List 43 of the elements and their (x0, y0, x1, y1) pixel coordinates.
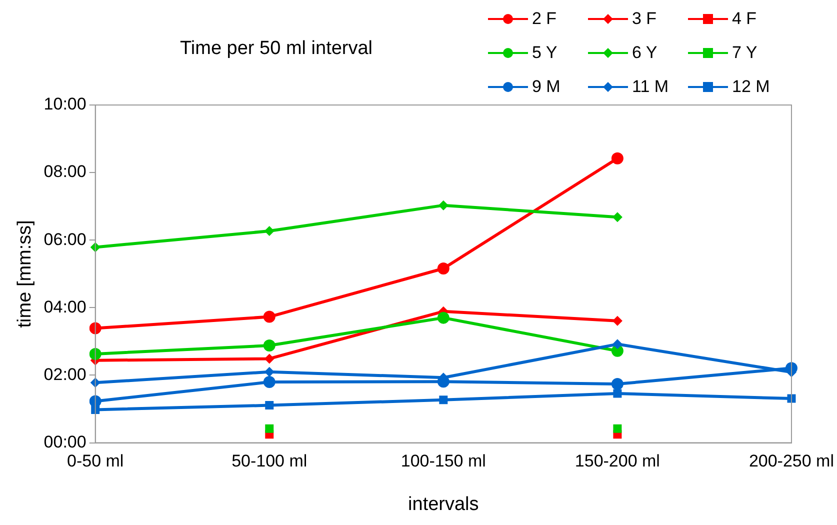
chart-title: Time per 50 ml interval (180, 38, 373, 60)
legend-label: 6 Y (632, 43, 658, 63)
legend-label: 3 F (632, 9, 657, 29)
y-tick-label: 06:00 (44, 230, 86, 249)
point (612, 339, 622, 350)
point (612, 316, 622, 326)
y-axis-title: time [mm:ss] (14, 220, 36, 328)
point (263, 376, 276, 388)
point (264, 226, 274, 236)
x-tick-label: 150-200 ml (574, 452, 660, 471)
point (265, 424, 274, 433)
x-axis-title: intervals (408, 494, 479, 515)
point (613, 424, 622, 433)
legend-label: 9 M (532, 77, 560, 97)
point (265, 401, 274, 410)
point (263, 310, 276, 323)
point (611, 378, 624, 390)
point (611, 152, 624, 164)
x-tick-label: 200-250 ml (748, 452, 834, 471)
legend-label: 4 F (732, 9, 757, 29)
point (264, 366, 274, 377)
y-tick-label: 08:00 (44, 162, 86, 182)
point (438, 200, 448, 210)
legend-label: 12 M (732, 77, 770, 97)
x-tick-label: 50-100 ml (232, 452, 308, 471)
y-tick-label: 10:00 (44, 94, 86, 114)
legend-label: 2 F (532, 9, 557, 29)
legend-label: 5 Y (532, 43, 558, 63)
y-tick-label: 02:00 (44, 364, 86, 384)
point (89, 348, 102, 360)
y-tick-label: 00:00 (44, 432, 86, 452)
point (439, 396, 448, 404)
x-tick-label: 100-150 ml (400, 452, 486, 471)
point (613, 389, 622, 398)
legend-label: 7 Y (732, 43, 758, 63)
x-tick-label: 0-50 ml (67, 452, 124, 471)
point (437, 312, 450, 324)
y-tick-label: 04:00 (44, 297, 86, 316)
point (612, 212, 622, 222)
point (437, 262, 450, 274)
point (263, 340, 276, 352)
legend-label: 11 M (632, 77, 669, 97)
point (264, 354, 274, 364)
